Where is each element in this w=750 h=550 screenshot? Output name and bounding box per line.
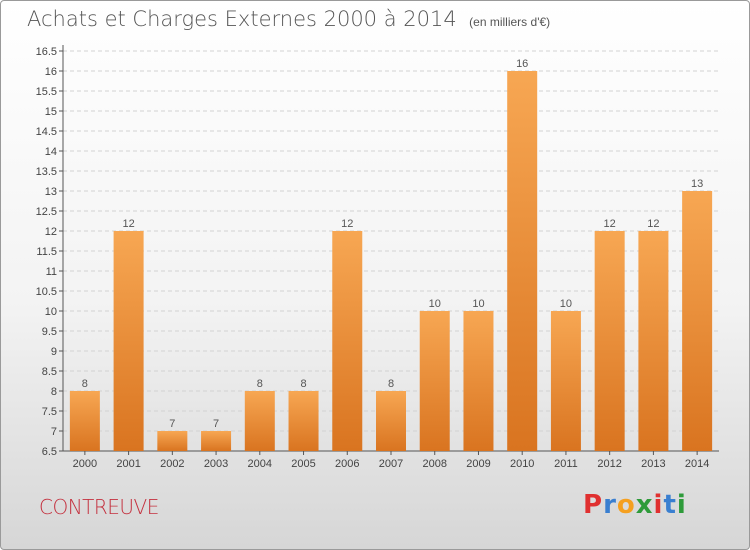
bar-value-label: 13: [691, 178, 703, 190]
x-tick-label: 2007: [379, 458, 403, 470]
bar-value-label: 7: [169, 418, 175, 430]
brand-letter: o: [616, 490, 636, 520]
x-tick-label: 2014: [685, 458, 709, 470]
plot-area: 6.5 7 7.5 8 8.5 9 9.5 10 10.5 11 11.5 12 12.5 13 13.5 1…: [36, 45, 719, 470]
x-tick-label: 2004: [248, 458, 272, 470]
x-tick-label: 2006: [335, 458, 359, 470]
bar-value-label: 8: [300, 378, 306, 390]
x-tick-label: 2011: [554, 458, 578, 470]
bar-value-label: 8: [82, 378, 88, 390]
x-tick-label: 2010: [510, 458, 534, 470]
brand-letter: i: [676, 490, 687, 520]
y-tick-label: 14: [45, 146, 57, 158]
bar-value-label: 12: [647, 218, 659, 230]
x-tick-label: 2005: [291, 458, 315, 470]
bar: [507, 71, 538, 451]
bar-value-label: 10: [429, 298, 441, 310]
y-tick-label: 10.5: [36, 286, 57, 298]
y-tick-label: 8.5: [42, 366, 57, 378]
y-tick-label: 6.5: [42, 446, 57, 458]
brand-letter: t: [663, 490, 677, 520]
bar: [332, 231, 363, 451]
x-tick-label: 2000: [73, 458, 97, 470]
bar: [113, 231, 144, 451]
y-tick-label: 11: [46, 266, 57, 278]
bar: [638, 231, 669, 451]
x-tick-label: 2002: [160, 458, 184, 470]
y-tick-label: 16.5: [36, 46, 57, 58]
y-tick-label: 14.5: [36, 126, 57, 138]
brand-letter: i: [653, 490, 664, 520]
bar-value-label: 12: [604, 218, 616, 230]
brand-letter: x: [635, 490, 654, 520]
commune-name: CONTREUVE: [39, 495, 159, 519]
x-tick-label: 2003: [204, 458, 228, 470]
bar-value-label: 16: [516, 58, 528, 70]
y-tick-label: 7: [51, 426, 57, 438]
x-tick-label: 2008: [422, 458, 446, 470]
bar: [463, 311, 494, 451]
bar: [288, 391, 319, 451]
x-tick-label: 2001: [116, 458, 140, 470]
brand-letter: r: [603, 490, 617, 520]
bar-value-label: 10: [472, 298, 484, 310]
chart-title-block: Achats et Charges Externes 2000 à 2014 (…: [27, 7, 550, 31]
chart-title: Achats et Charges Externes 2000 à 2014: [27, 7, 457, 31]
brand-letter: P: [583, 490, 604, 520]
bar-value-label: 10: [560, 298, 572, 310]
y-tick-label: 11.5: [36, 246, 57, 258]
bar-value-label: 12: [122, 218, 134, 230]
x-tick-label: 2009: [466, 458, 490, 470]
y-tick-label: 16: [45, 66, 57, 78]
bar-value-label: 8: [257, 378, 263, 390]
bar-value-label: 8: [388, 378, 394, 390]
y-tick-label: 13.5: [36, 166, 57, 178]
y-tick-label: 9.5: [42, 326, 57, 338]
y-tick-label: 8: [51, 386, 57, 398]
bar: [201, 431, 232, 451]
bar: [550, 311, 581, 451]
bar: [594, 231, 625, 451]
y-tick-label: 9: [51, 346, 57, 358]
bar: [682, 191, 713, 451]
bar: [419, 311, 450, 451]
x-tick-label: 2013: [641, 458, 665, 470]
bar: [376, 391, 406, 451]
x-tick-label: 2012: [597, 458, 621, 470]
proxiti-logo[interactable]: Proxiti: [583, 490, 687, 520]
bar: [157, 431, 188, 451]
bar-value-label: 7: [213, 418, 219, 430]
chart-subtitle: (en milliers d'€): [469, 15, 551, 29]
y-tick-label: 13: [45, 186, 57, 198]
bar-value-label: 12: [341, 218, 353, 230]
y-tick-label: 15.5: [36, 86, 57, 98]
bar: [69, 391, 100, 451]
bar: [244, 391, 275, 451]
y-tick-label: 12.5: [36, 206, 57, 218]
y-tick-label: 7.5: [42, 406, 57, 418]
y-tick-label: 10: [45, 306, 57, 318]
y-tick-label: 15: [45, 106, 57, 118]
y-tick-label: 12: [45, 226, 57, 238]
